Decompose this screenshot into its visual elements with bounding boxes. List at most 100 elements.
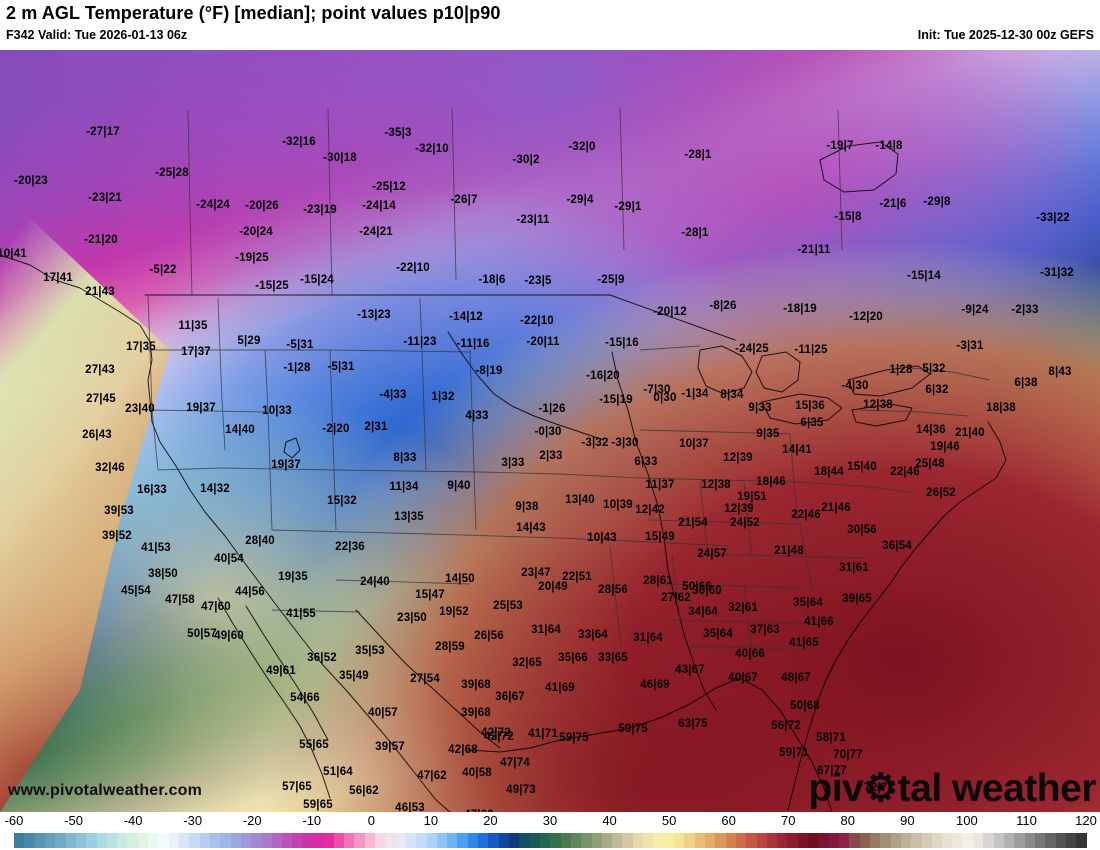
point-value: 15|49: [645, 531, 675, 543]
point-value: 47|60: [464, 809, 494, 812]
point-value: 32|46: [95, 462, 125, 474]
point-value: 55|65: [299, 739, 329, 751]
point-value: -15|24: [300, 274, 334, 286]
point-value: -15|25: [255, 280, 289, 292]
point-value: 6|32: [925, 384, 949, 396]
point-value: -5|31: [327, 361, 355, 373]
point-value: 14|36: [916, 424, 946, 436]
point-value: 30|60: [692, 585, 722, 597]
point-value: 10|43: [587, 532, 617, 544]
point-value: 41|65: [789, 637, 819, 649]
point-value: 58|71: [816, 732, 846, 744]
point-value: 26|52: [926, 487, 956, 499]
colorbar-swatch: [199, 833, 210, 848]
point-value: -25|9: [597, 274, 625, 286]
point-value: -22|10: [520, 315, 554, 327]
point-value: 2|31: [364, 421, 388, 433]
point-value: 17|35: [126, 341, 156, 353]
colorbar[interactable]: -60 -50 -40 -30 -20 -10 0 10 20 30 40 50 60 70 80 90 100…: [0, 812, 1100, 850]
point-value: 10|33: [262, 405, 292, 417]
point-value: 42|72: [481, 727, 511, 739]
point-value: 18|38: [986, 402, 1016, 414]
point-value: 21|54: [678, 517, 708, 529]
point-value: -20|23: [14, 175, 48, 187]
colorbar-swatch: [591, 833, 602, 848]
point-value: 35|49: [339, 670, 369, 682]
point-value: 39|53: [104, 505, 134, 517]
colorbar-swatch: [117, 833, 128, 848]
point-value: -35|3: [384, 127, 412, 139]
point-value: 12|42: [635, 504, 665, 516]
point-value: 8|43: [1048, 366, 1072, 378]
point-value: 15|40: [847, 461, 877, 473]
point-value: 46|69: [640, 679, 670, 691]
colorbar-swatch: [457, 833, 468, 848]
point-value: -5|31: [286, 339, 314, 351]
point-value: 72|77: [864, 782, 894, 794]
point-value: 2|33: [539, 450, 563, 462]
point-value: -1|26: [538, 403, 566, 415]
point-value: -3|32: [581, 437, 609, 449]
point-value: 27|43: [85, 364, 115, 376]
point-value: 45|54: [121, 585, 151, 597]
colorbar-swatch: [1024, 833, 1035, 848]
point-value: -18|19: [783, 303, 817, 315]
point-value: 31|64: [633, 632, 663, 644]
point-value: 12|38: [701, 479, 731, 491]
point-value: -29|8: [923, 196, 951, 208]
point-value: 6|38: [1014, 377, 1038, 389]
colorbar-swatch: [622, 833, 633, 848]
colorbar-swatch: [65, 833, 76, 848]
point-value: -32|16: [282, 136, 316, 148]
colorbar-swatch: [570, 833, 582, 848]
point-value: -2|20: [322, 423, 350, 435]
colorbar-swatch: [663, 833, 674, 848]
point-value: 56|62: [349, 785, 379, 797]
point-value: -8|26: [709, 300, 737, 312]
colorbar-swatch: [509, 833, 520, 848]
colorbar-swatch: [653, 833, 664, 848]
colorbar-swatch: [539, 833, 551, 848]
temperature-map[interactable]: -27|17 -20|23 -25|28 -23|21 -24|24 -20|26 -23|…: [0, 50, 1100, 812]
colorbar-swatch: [828, 833, 839, 848]
colorbar-swatch: [106, 833, 118, 848]
geography-outlines: [0, 141, 1007, 812]
point-value: -27|17: [86, 126, 120, 138]
point-value: -30|2: [512, 154, 540, 166]
point-value: 49|61: [266, 665, 296, 677]
point-value: -21|6: [879, 198, 907, 210]
colorbar-swatch: [704, 833, 716, 848]
point-value: 22|46: [791, 509, 821, 521]
colorbar-swatch: [1076, 833, 1087, 848]
state-borders: [147, 107, 991, 651]
point-value: 48|67: [781, 672, 811, 684]
point-value: 22|51: [562, 571, 592, 583]
point-value: 0|30: [653, 392, 677, 404]
colorbar-swatch: [240, 833, 252, 848]
colorbar-swatch: [973, 833, 984, 848]
colorbar-tick-label: 100: [956, 813, 978, 828]
point-value: 17|37: [181, 346, 211, 358]
point-value: 43|67: [675, 664, 705, 676]
point-value: 6|33: [634, 456, 658, 468]
point-value: 35|64: [793, 597, 823, 609]
point-value: 59|65: [303, 799, 333, 811]
colorbar-swatch: [581, 833, 592, 848]
colorbar-swatch: [405, 833, 417, 848]
colorbar-swatch: [921, 833, 932, 848]
colorbar-swatch: [344, 833, 355, 848]
point-value: -33|22: [1036, 212, 1070, 224]
point-value: 47|62: [417, 770, 447, 782]
point-value: 11|37: [645, 479, 675, 491]
point-value: 25|48: [915, 458, 945, 470]
colorbar-swatch: [230, 833, 241, 848]
point-value: -24|21: [359, 226, 393, 238]
point-value: -28|1: [681, 227, 709, 239]
colorbar-swatch: [478, 833, 489, 848]
point-value: -4|33: [379, 389, 407, 401]
colorbar-swatch: [127, 833, 138, 848]
point-value: 14|32: [200, 483, 230, 495]
point-value: -5|22: [149, 264, 177, 276]
point-value: 31|61: [839, 562, 869, 574]
